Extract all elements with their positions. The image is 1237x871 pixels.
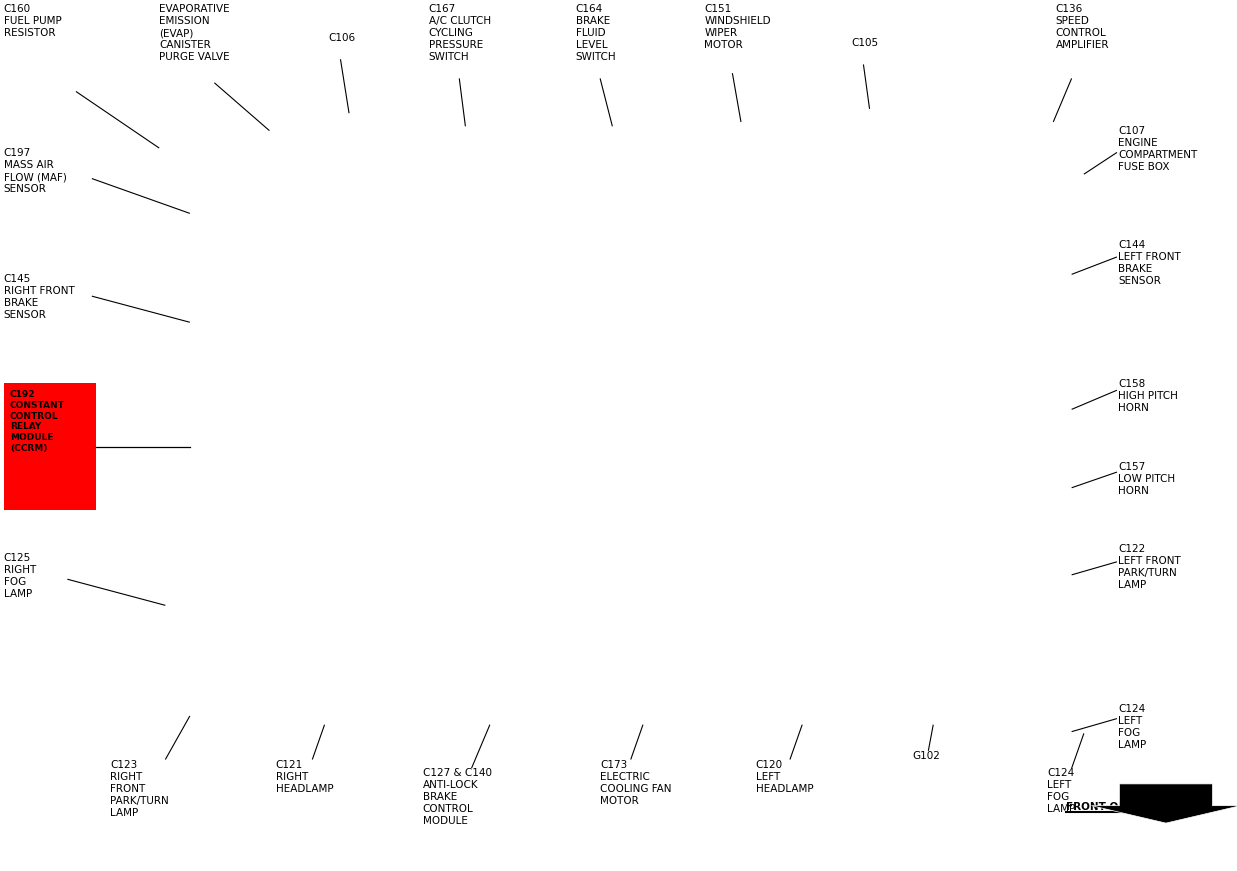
Polygon shape — [1091, 784, 1237, 823]
Text: C167
A/C CLUTCH
CYCLING
PRESSURE
SWITCH: C167 A/C CLUTCH CYCLING PRESSURE SWITCH — [429, 4, 491, 63]
Text: C158
HIGH PITCH
HORN: C158 HIGH PITCH HORN — [1118, 379, 1178, 413]
Text: C122
LEFT FRONT
PARK/TURN
LAMP: C122 LEFT FRONT PARK/TURN LAMP — [1118, 544, 1181, 591]
Text: G102: G102 — [913, 751, 940, 760]
Text: C124
LEFT
FOG
LAMP: C124 LEFT FOG LAMP — [1048, 768, 1075, 814]
Text: C121
RIGHT
HEADLAMP: C121 RIGHT HEADLAMP — [276, 760, 333, 793]
Text: C107
ENGINE
COMPARTMENT
FUSE BOX: C107 ENGINE COMPARTMENT FUSE BOX — [1118, 126, 1197, 172]
Text: C192
CONSTANT
CONTROL
RELAY
MODULE
(CCRM): C192 CONSTANT CONTROL RELAY MODULE (CCRM… — [10, 390, 64, 453]
Text: C173
ELECTRIC
COOLING FAN
MOTOR: C173 ELECTRIC COOLING FAN MOTOR — [600, 760, 672, 806]
Text: C125
RIGHT
FOG
LAMP: C125 RIGHT FOG LAMP — [4, 553, 36, 599]
Text: C127 & C140
ANTI-LOCK
BRAKE
CONTROL
MODULE: C127 & C140 ANTI-LOCK BRAKE CONTROL MODU… — [423, 768, 491, 827]
Bar — [4, 383, 95, 510]
Text: C120
LEFT
HEADLAMP: C120 LEFT HEADLAMP — [756, 760, 813, 793]
Text: C164
BRAKE
FLUID
LEVEL
SWITCH: C164 BRAKE FLUID LEVEL SWITCH — [575, 4, 616, 63]
Text: C105: C105 — [851, 38, 878, 48]
Text: C160
FUEL PUMP
RESISTOR: C160 FUEL PUMP RESISTOR — [4, 4, 62, 38]
Text: C151
WINDSHIELD
WIPER
MOTOR: C151 WINDSHIELD WIPER MOTOR — [704, 4, 771, 51]
Text: C145
RIGHT FRONT
BRAKE
SENSOR: C145 RIGHT FRONT BRAKE SENSOR — [4, 274, 74, 321]
Text: C157
LOW PITCH
HORN: C157 LOW PITCH HORN — [1118, 462, 1175, 496]
Text: C144
LEFT FRONT
BRAKE
SENSOR: C144 LEFT FRONT BRAKE SENSOR — [1118, 240, 1181, 286]
Text: EVAPORATIVE
EMISSION
(EVAP)
CANISTER
PURGE VALVE: EVAPORATIVE EMISSION (EVAP) CANISTER PUR… — [160, 4, 230, 63]
Text: C136
SPEED
CONTROL
AMPLIFIER: C136 SPEED CONTROL AMPLIFIER — [1055, 4, 1110, 51]
Text: FRONT OF VEHICLE: FRONT OF VEHICLE — [1065, 802, 1178, 812]
Text: C124
LEFT
FOG
LAMP: C124 LEFT FOG LAMP — [1118, 704, 1147, 750]
Text: C106: C106 — [328, 33, 355, 43]
Text: C197
MASS AIR
FLOW (MAF)
SENSOR: C197 MASS AIR FLOW (MAF) SENSOR — [4, 148, 67, 194]
Text: C123
RIGHT
FRONT
PARK/TURN
LAMP: C123 RIGHT FRONT PARK/TURN LAMP — [110, 760, 169, 818]
